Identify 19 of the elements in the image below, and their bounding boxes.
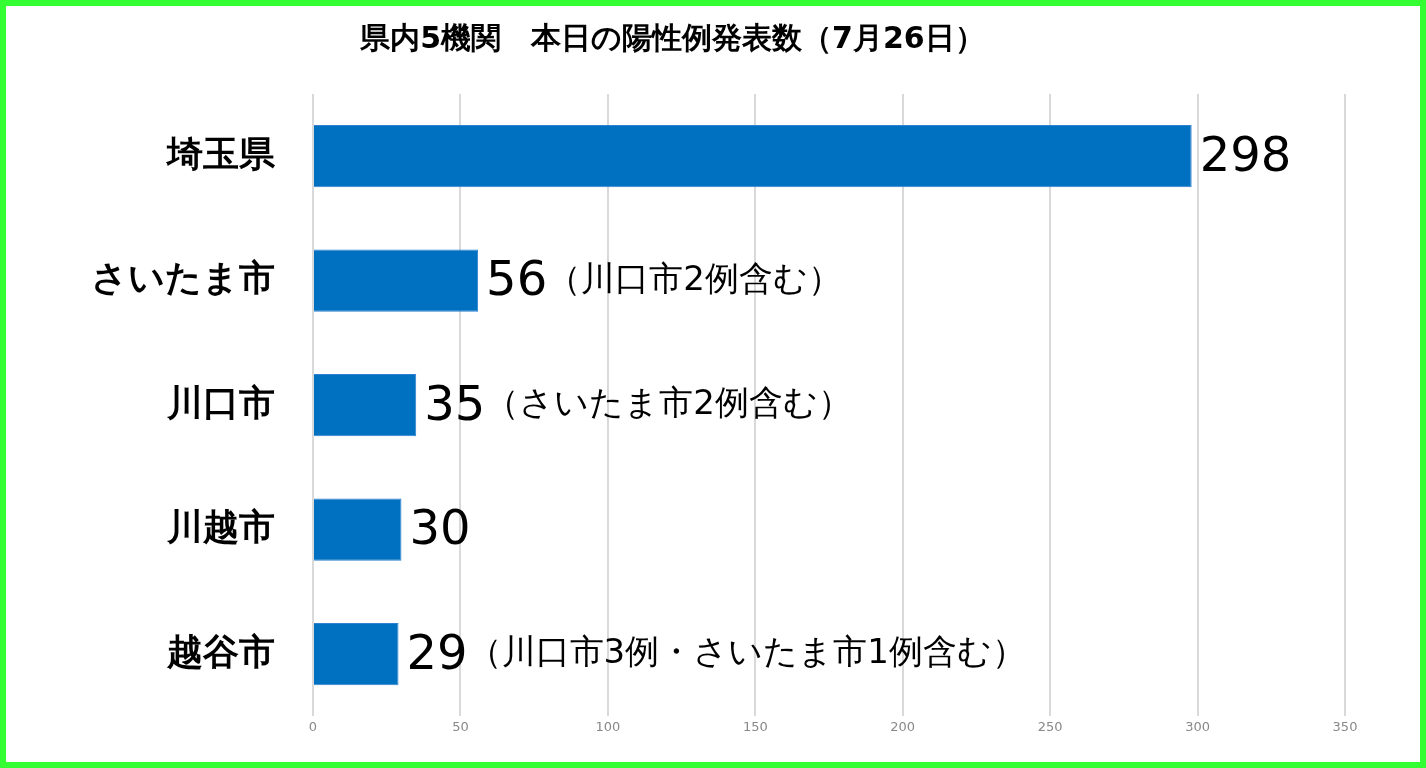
x-tick-label: 300 — [1185, 718, 1210, 734]
x-tick-label: 0 — [308, 718, 318, 734]
x-tick-label: 50 — [452, 718, 469, 734]
data-label: 56（川口市2例含む） — [486, 250, 842, 307]
y-tick-label: 川越市 — [166, 506, 275, 548]
data-label: 35（さいたま市2例含む） — [424, 374, 852, 431]
data-label: 298 — [1199, 125, 1292, 182]
x-tick-label: 150 — [742, 718, 768, 734]
y-tick-label: さいたま市 — [91, 257, 275, 299]
y-tick-label: 埼玉県 — [165, 132, 276, 174]
x-tick-label: 250 — [1037, 718, 1063, 734]
y-tick-label: 越谷市 — [166, 630, 275, 672]
x-tick-label: 100 — [595, 718, 621, 734]
x-tick-label: 200 — [890, 718, 916, 734]
chart-title: 県内5機関 本日の陽性例発表数（7月26日） — [359, 19, 985, 55]
data-label: 30 — [409, 499, 471, 556]
y-tick-label: 川口市 — [166, 381, 275, 423]
data-label: 29（川口市3例・さいたま市1例含む） — [406, 623, 1026, 680]
x-tick-label: 350 — [1332, 718, 1358, 734]
